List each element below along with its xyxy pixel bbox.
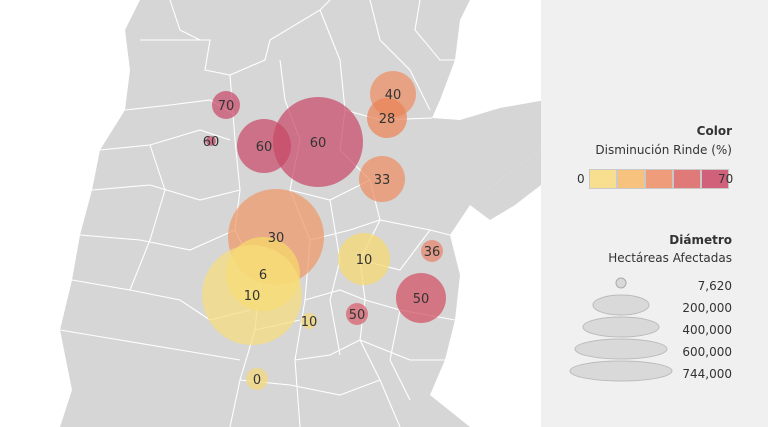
color-swatch-4[interactable] <box>673 169 701 189</box>
bubble[interactable] <box>359 156 405 202</box>
bubble-layer: 70 60 60 60 40 28 33 30 10 36 6 10 50 10 50 0 <box>202 71 446 390</box>
color-legend-min: 0 <box>577 172 585 186</box>
bubble-label: 60 <box>256 140 273 155</box>
size-legend-circle-3[interactable] <box>582 316 660 338</box>
color-legend-subtitle: Disminución Rinde (%) <box>595 143 732 157</box>
size-legend-value-4: 600,000 <box>682 345 732 359</box>
bubble-label: 28 <box>379 112 396 127</box>
bubble-label: 30 <box>268 231 285 246</box>
legend-panel: Color Disminución Rinde (%) 0 70 Diámetr… <box>541 0 768 427</box>
bubble-label: 33 <box>374 173 391 188</box>
bubble[interactable] <box>206 136 216 146</box>
size-legend-row-1: 7,620 <box>541 276 768 296</box>
bubble-label: 40 <box>385 88 402 103</box>
bubble-label: 60 <box>203 135 220 150</box>
bubble[interactable] <box>273 97 363 187</box>
bubble-label: 10 <box>356 253 373 268</box>
bubble[interactable] <box>301 313 317 329</box>
size-legend-title: Diámetro <box>669 233 732 247</box>
bubble-label: 10 <box>244 289 261 304</box>
size-legend-value-3: 400,000 <box>682 323 732 337</box>
bubble-label: 60 <box>310 136 327 151</box>
size-legend-row-3: 400,000 <box>541 320 768 340</box>
size-legend-circle-5[interactable] <box>569 360 673 382</box>
size-legend-circle-1[interactable] <box>615 277 627 289</box>
color-swatch-1[interactable] <box>589 169 617 189</box>
bubble[interactable] <box>212 91 240 119</box>
size-legend-row-4: 600,000 <box>541 342 768 362</box>
bubble-label: 50 <box>349 308 366 323</box>
bubble[interactable] <box>202 245 302 345</box>
land-area-ne <box>470 150 541 220</box>
size-legend-value-2: 200,000 <box>682 301 732 315</box>
size-legend-row-5: 744,000 <box>541 364 768 384</box>
bubble[interactable] <box>396 273 446 323</box>
color-swatch-2[interactable] <box>617 169 645 189</box>
size-legend-circle-2[interactable] <box>592 294 650 316</box>
bubble-label: 0 <box>253 373 261 388</box>
size-legend-shapes <box>569 277 673 382</box>
size-legend-value-5: 744,000 <box>682 367 732 381</box>
size-legend-circle-4[interactable] <box>574 338 668 360</box>
color-swatch-3[interactable] <box>645 169 673 189</box>
size-legend-subtitle: Hectáreas Afectadas <box>608 251 732 265</box>
bubble-label: 6 <box>259 268 267 283</box>
size-legend-row-2: 200,000 <box>541 298 768 318</box>
bubble[interactable] <box>338 233 390 285</box>
bubble-label: 10 <box>301 315 318 330</box>
color-legend-max: 70 <box>718 172 734 186</box>
bubble[interactable] <box>367 98 407 138</box>
bubble[interactable] <box>421 240 443 262</box>
bubble[interactable] <box>246 368 268 390</box>
color-swatch-5[interactable] <box>701 169 729 189</box>
size-legend-value-1: 7,620 <box>697 279 732 293</box>
color-legend-title: Color <box>696 124 732 138</box>
bubble[interactable] <box>346 303 368 325</box>
bubble-label: 50 <box>413 292 430 307</box>
bubble-label: 70 <box>218 99 235 114</box>
bubble-label: 36 <box>424 245 441 260</box>
province-map[interactable]: 70 60 60 60 40 28 33 30 10 36 6 10 50 10 50 0 <box>0 0 541 427</box>
